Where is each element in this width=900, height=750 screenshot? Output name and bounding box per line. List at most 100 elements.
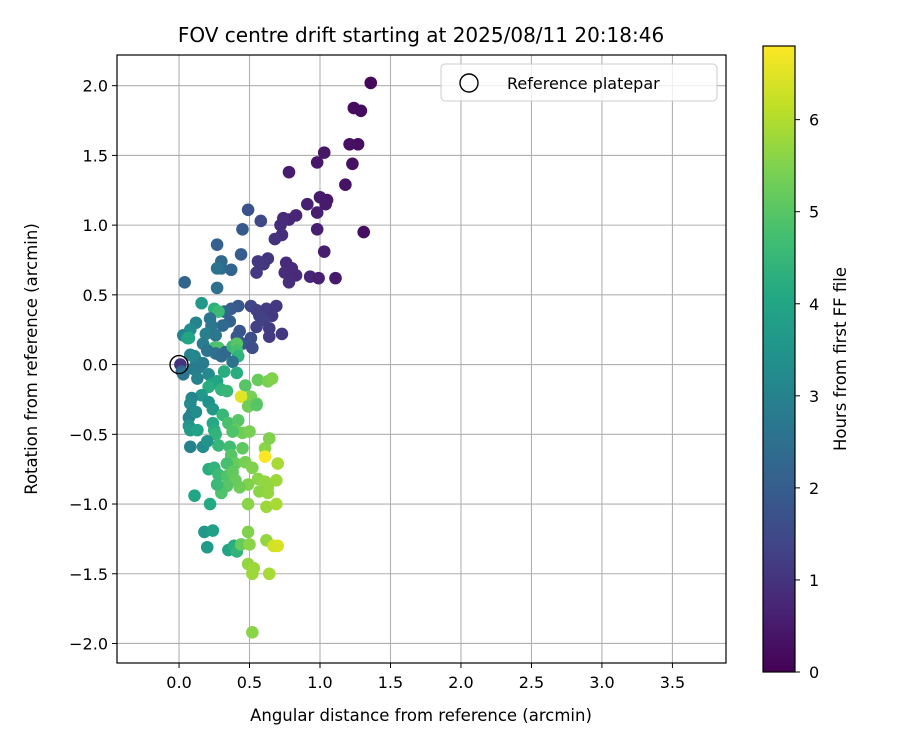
y-tick-label: −1.0 — [69, 495, 108, 514]
scatter-point — [343, 137, 356, 151]
scatter-point — [275, 327, 289, 341]
y-axis-label: Rotation from reference (arcmin) — [22, 223, 41, 495]
scatter-point — [258, 450, 272, 463]
scatter-point — [199, 327, 213, 341]
y-tick-label: −1.5 — [69, 565, 108, 584]
scatter-point — [202, 380, 215, 394]
plot-frame — [116, 54, 727, 664]
scatter-point — [216, 319, 230, 332]
scatter-point — [189, 405, 203, 419]
chart-title: FOV centre drift starting at 2025/08/11 … — [178, 23, 664, 47]
scatter-point — [257, 257, 270, 271]
y-tick-label: 1.5 — [83, 146, 108, 165]
scatter-point — [271, 539, 285, 553]
x-tick-label: 3.5 — [660, 673, 685, 692]
scatter-point — [268, 232, 282, 246]
scatter-point — [220, 384, 234, 398]
scatter-point — [210, 262, 224, 275]
legend-reference-marker — [459, 73, 479, 93]
x-tick-label: 3.0 — [589, 673, 614, 692]
scatter-point — [250, 398, 263, 412]
scatter-point — [246, 461, 259, 475]
scatter-point — [241, 525, 255, 539]
y-tick-label: 0.5 — [83, 286, 108, 305]
scatter-point — [265, 372, 279, 385]
scatter-point — [226, 355, 239, 369]
scatter-point — [269, 299, 283, 313]
scatter-point — [262, 330, 276, 343]
scatter-point — [200, 540, 214, 554]
legend-entry-reference: Reference platepar — [507, 74, 660, 93]
scatter-point — [206, 402, 220, 416]
scatter-point — [188, 349, 201, 363]
scatter-point — [200, 434, 214, 448]
x-axis-label: Angular distance from reference (arcmin) — [250, 706, 592, 725]
x-tick-label: 2.0 — [448, 673, 473, 692]
scatter-point — [234, 248, 248, 261]
scatter-point — [226, 425, 239, 438]
scatter-point — [246, 626, 259, 639]
scatter-point — [246, 567, 259, 581]
scatter-point — [230, 366, 244, 380]
colorbar-tick-label: 6 — [809, 111, 819, 130]
plot-background — [117, 55, 726, 663]
colorbar-ticks: 0 1 2 3 4 5 6 — [795, 111, 819, 682]
scatter-point — [282, 165, 296, 179]
colorbar-tick-label: 4 — [809, 295, 819, 314]
y-tick-label: 0.0 — [83, 356, 108, 375]
y-tick-label: −0.5 — [69, 425, 108, 444]
scatter-points — [174, 76, 378, 639]
colorbar-tick-label: 2 — [809, 479, 819, 498]
scatter-point — [210, 238, 224, 251]
colorbar-tick-label: 3 — [809, 387, 819, 406]
legend: Reference platepar — [440, 63, 718, 102]
scatter-point — [176, 368, 190, 381]
scatter-point — [209, 328, 222, 342]
scatter-point — [364, 76, 378, 90]
y-tick-label: 1.0 — [83, 216, 108, 235]
reference-platepar-marker — [169, 354, 189, 375]
scatter-point — [317, 146, 331, 159]
y-tick-label: −2.0 — [69, 634, 108, 653]
scatter-point — [274, 218, 287, 232]
scatter-point — [251, 373, 265, 387]
x-axis-ticks: 0.0 0.5 1.0 1.5 2.0 2.5 3.0 3.5 — [166, 663, 685, 692]
scatter-point — [243, 425, 256, 438]
scatter-point — [269, 474, 283, 487]
scatter-point — [191, 372, 204, 385]
scatter-point — [269, 497, 283, 511]
scatter-point — [236, 441, 249, 455]
scatter-point — [319, 197, 332, 211]
scatter-point — [212, 305, 225, 318]
scatter-point — [317, 245, 331, 258]
scatter-point — [178, 276, 191, 289]
colorbar-tick-label: 5 — [809, 203, 819, 222]
scatter-point — [191, 423, 204, 437]
scatter-point — [241, 203, 255, 217]
colorbar-gradient — [763, 46, 795, 672]
x-tick-label: 2.5 — [519, 673, 544, 692]
scatter-point — [186, 362, 200, 376]
scatter-point — [262, 432, 276, 445]
scatter-point — [261, 486, 275, 500]
scatter-point — [310, 206, 324, 219]
scatter-point — [301, 197, 314, 211]
scatter-point — [195, 296, 208, 310]
scatter-point — [250, 320, 263, 334]
scatter-point — [310, 223, 324, 236]
scatter-point — [238, 379, 252, 392]
scatter-point — [202, 368, 215, 381]
colorbar-tick-label: 1 — [809, 571, 819, 590]
scatter-point — [354, 104, 368, 118]
scatter-point — [210, 281, 224, 295]
scatter-point — [188, 489, 201, 502]
x-tick-label: 0.0 — [166, 673, 191, 692]
scatter-point — [210, 478, 224, 491]
scatter-point — [262, 567, 276, 581]
colorbar-frame — [762, 45, 796, 673]
scatter-point — [182, 331, 196, 345]
scatter-point — [241, 497, 255, 511]
y-axis-ticks: −2.0 −1.5 −1.0 −0.5 0.0 0.5 1.0 1.5 2.0 — [69, 77, 117, 653]
x-tick-label: 0.5 — [237, 673, 262, 692]
